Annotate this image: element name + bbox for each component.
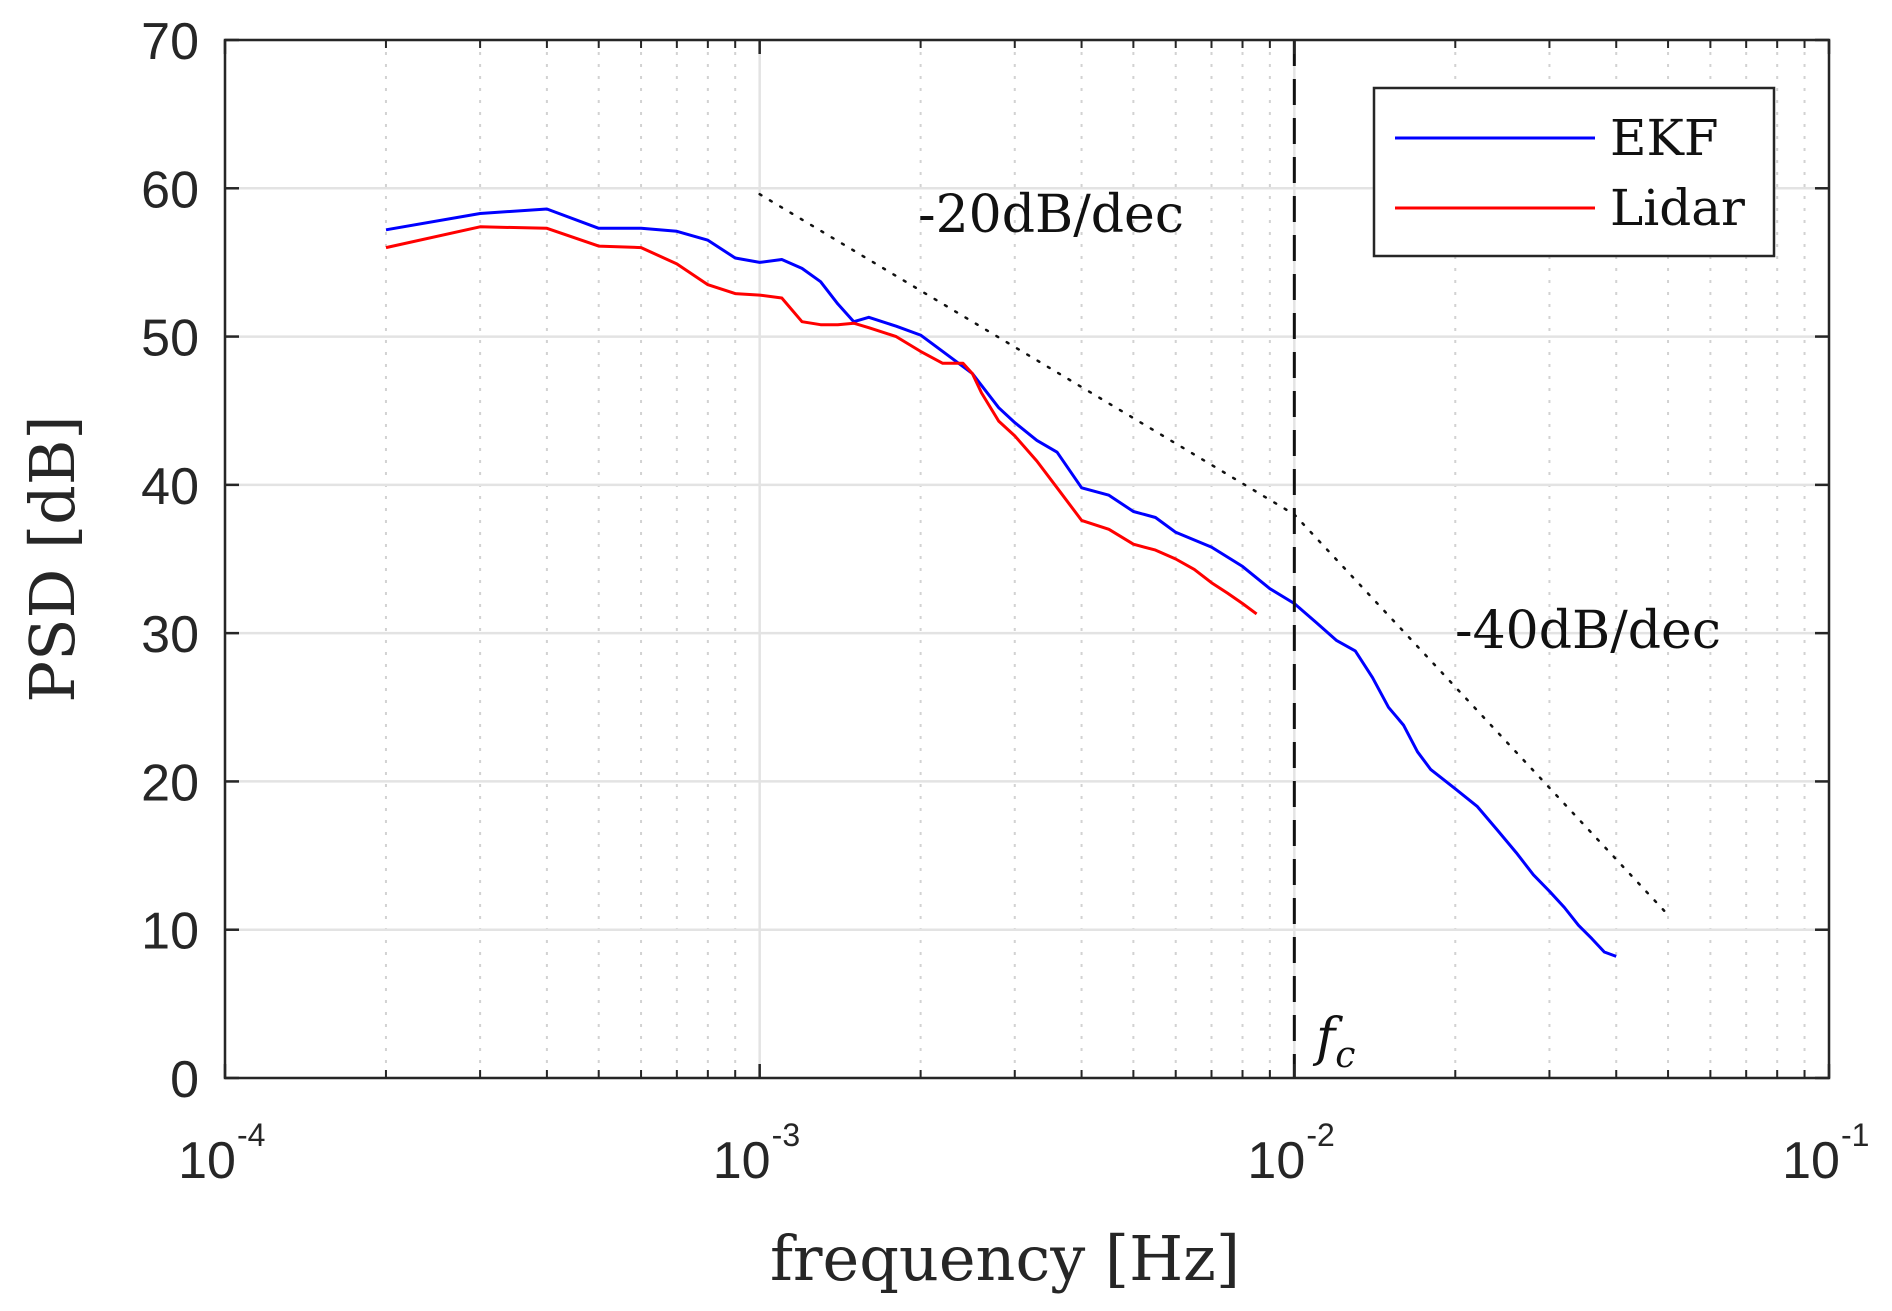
series-line-ekf [385,207,1617,958]
x-axis-label: frequency [Hz] [770,1222,1240,1295]
y-tick-label: 60 [141,161,199,219]
legend-label-lidar: Lidar [1610,179,1745,237]
x-tick-label-exponent: -4 [237,1117,265,1153]
legend-label-ekf: EKF [1610,109,1719,167]
y-tick-label: 30 [141,606,199,664]
y-axis-label: PSD [dB] [16,415,89,702]
x-tick-label-exponent: -3 [772,1117,800,1153]
y-tick-label: 0 [170,1051,199,1109]
y-tick-label: 20 [141,754,199,812]
slope-annotation-40db: -40dB/dec [1455,601,1721,661]
legend-box [1372,86,1776,258]
reference-lines [758,192,1670,917]
y-tick-labels: 0 10 20 30 40 50 60 70 [141,13,199,1109]
y-tick-label: 70 [141,13,199,71]
cutoff-frequency-label: fc [1312,1008,1355,1076]
x-tick-label: 10 [178,1132,236,1190]
cutoff-label-subscript: c [1335,1035,1355,1076]
y-tick-label: 40 [141,458,199,516]
tick-marks [223,38,1831,1080]
x-tick-label: 10 [1247,1132,1305,1190]
x-tick-label-exponent: -2 [1306,1117,1334,1153]
series-line-lidar [385,225,1258,616]
x-tick-labels: 10 -4 10 -3 10 -2 10 -1 [178,1117,1869,1190]
minor-grid [384,40,1806,1078]
x-tick-label: 10 [1782,1132,1840,1190]
legend: EKF Lidar [1372,86,1776,258]
slope-annotation-20db: -20dB/dec [918,185,1184,245]
axes-box [223,38,1831,1080]
x-tick-label: 10 [713,1132,771,1190]
reference-slope-line-1 [758,192,1296,516]
x-tick-label-exponent: -1 [1841,1117,1869,1153]
series-layer [385,207,1617,958]
y-tick-label: 50 [141,310,199,368]
reference-slope-line-2 [1293,513,1670,917]
y-tick-label: 10 [141,903,199,961]
